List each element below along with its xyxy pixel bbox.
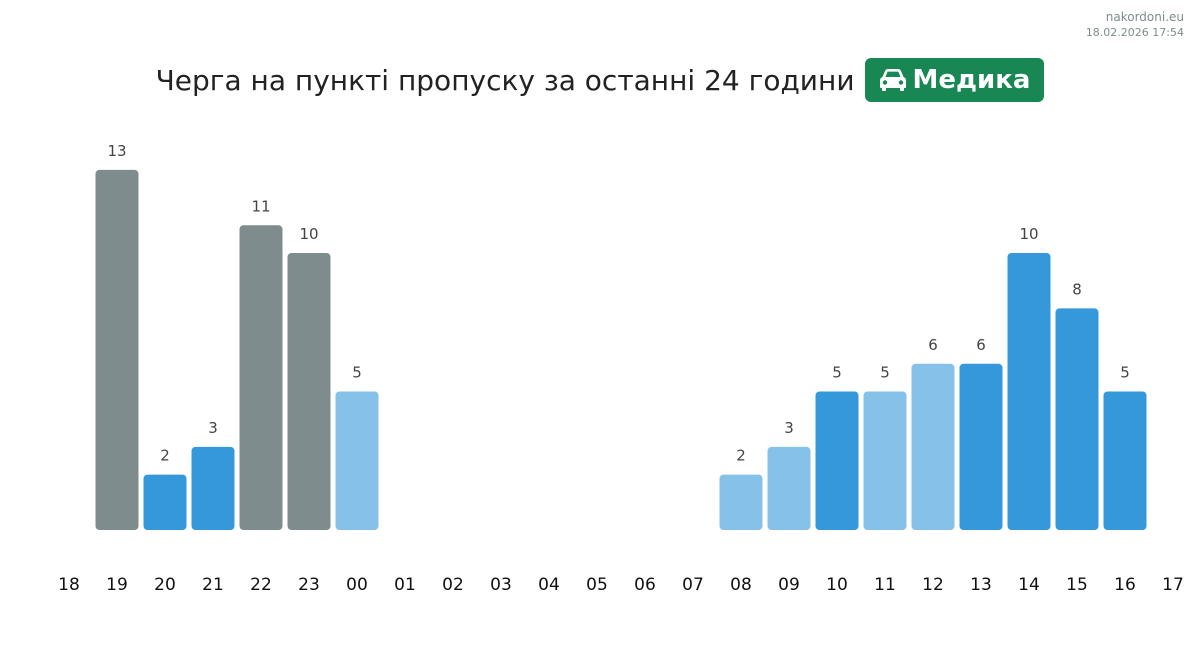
x-tick-label: 12 xyxy=(922,575,944,595)
bar-value-label: 5 xyxy=(352,364,362,382)
bar-value-label: 6 xyxy=(928,336,938,354)
bar-11 xyxy=(863,391,907,530)
bars-layer xyxy=(95,169,1147,531)
bar-10 xyxy=(815,391,859,530)
bar-value-label: 11 xyxy=(251,197,270,215)
timestamp: 18.02.2026 17:54 xyxy=(1085,26,1184,39)
x-tick-label: 18 xyxy=(58,575,80,595)
bar-value-label: 13 xyxy=(107,142,126,160)
car-icon xyxy=(879,69,906,91)
x-tick-label: 04 xyxy=(538,575,560,595)
bar-value-label: 10 xyxy=(1019,225,1038,243)
x-tick-label: 01 xyxy=(394,575,416,595)
x-tick-label: 06 xyxy=(634,575,656,595)
bar-16 xyxy=(1103,391,1147,530)
x-tick-label: 14 xyxy=(1018,575,1040,595)
x-tick-label: 02 xyxy=(442,575,464,595)
x-tick-label: 05 xyxy=(586,575,608,595)
bar-value-label: 3 xyxy=(208,419,218,437)
checkpoint-badge: Медика xyxy=(864,58,1045,102)
bar-value-label: 2 xyxy=(736,447,746,465)
bar-13 xyxy=(959,363,1003,530)
x-tick-label: 22 xyxy=(250,575,272,595)
x-tick-label: 16 xyxy=(1114,575,1136,595)
x-tick-label: 21 xyxy=(202,575,224,595)
chart-title: Черга на пункті пропуску за останні 24 г… xyxy=(155,63,855,97)
source-watermark: nakordoni.eu 18.02.2026 17:54 xyxy=(1086,10,1184,40)
x-tick-label: 03 xyxy=(490,575,512,595)
source-site: nakordoni.eu xyxy=(1105,10,1184,24)
bar-value-label: 5 xyxy=(1120,364,1130,382)
bar-12 xyxy=(911,363,955,530)
x-tick-label: 11 xyxy=(874,575,896,595)
bar-value-label: 8 xyxy=(1072,280,1082,298)
bar-21 xyxy=(191,446,235,530)
x-tick-label: 13 xyxy=(970,575,992,595)
bar-value-label: 6 xyxy=(976,336,986,354)
bar-value-label: 5 xyxy=(880,364,890,382)
x-tick-label: 19 xyxy=(106,575,128,595)
bar-22 xyxy=(239,225,283,531)
bar-14 xyxy=(1007,253,1051,530)
x-tick-label: 15 xyxy=(1066,575,1088,595)
x-tick-label: 20 xyxy=(154,575,176,595)
x-tick-label: 08 xyxy=(730,575,752,595)
bar-value-label: 10 xyxy=(299,225,318,243)
x-axis-ticks: 18 19 20 21 22 23 00 01 02 03 04 05 06 07 08 09 10 11 12 13… xyxy=(58,575,1184,595)
bar-08 xyxy=(719,474,763,530)
bar-19 xyxy=(95,169,139,530)
value-labels-layer: 13 2 3 11 10 5 2 3 5 5 6 6 10 8 5 xyxy=(107,142,1129,465)
x-tick-label: 10 xyxy=(826,575,848,595)
x-tick-label: 00 xyxy=(346,575,368,595)
x-tick-label: 07 xyxy=(682,575,704,595)
x-tick-label: 23 xyxy=(298,575,320,595)
bar-09 xyxy=(767,446,811,530)
x-tick-label: 09 xyxy=(778,575,800,595)
bar-23 xyxy=(287,253,331,530)
badge-label: Медика xyxy=(912,65,1031,95)
bar-value-label: 2 xyxy=(160,447,170,465)
bar-20 xyxy=(143,474,187,530)
x-tick-label: 17 xyxy=(1162,575,1184,595)
bar-value-label: 3 xyxy=(784,419,794,437)
bar-15 xyxy=(1055,308,1099,530)
chart-title-row: Черга на пункті пропуску за останні 24 г… xyxy=(0,58,1200,102)
bar-00 xyxy=(335,391,379,530)
bar-value-label: 5 xyxy=(832,364,842,382)
